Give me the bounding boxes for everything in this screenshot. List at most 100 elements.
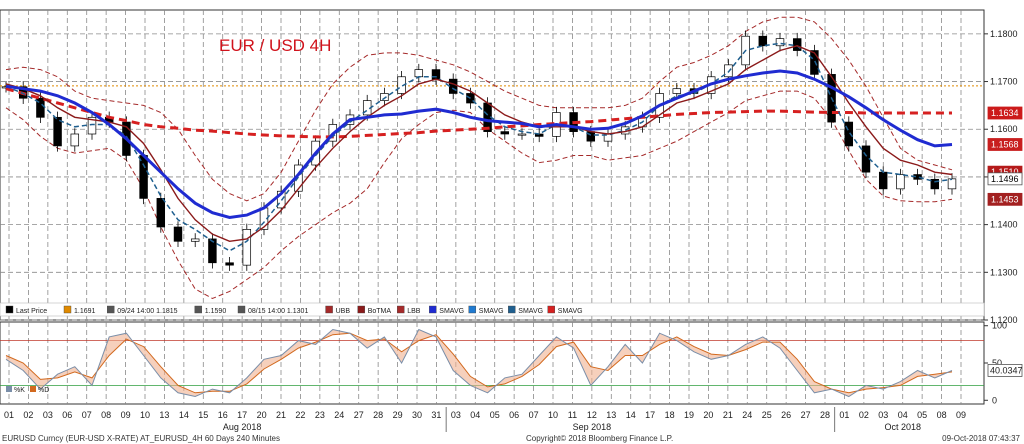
x-day-label: 13 — [606, 410, 616, 420]
price-tag — [987, 192, 1023, 206]
legend-swatch-k — [6, 386, 12, 392]
x-day-label: 14 — [626, 410, 636, 420]
x-day-label: 10 — [140, 410, 150, 420]
stochastic-fill — [6, 329, 952, 397]
legend-label: BoTMA — [368, 308, 392, 315]
legend-swatch — [194, 305, 203, 314]
candle-body — [500, 131, 510, 135]
x-day-label: 02 — [859, 410, 869, 420]
legend-label: 1.1691 — [74, 308, 96, 315]
candle-body — [947, 178, 957, 190]
x-day-label: 16 — [218, 410, 228, 420]
x-day-label: 17 — [237, 410, 247, 420]
x-day-label: 27 — [354, 410, 364, 420]
short-ma-line — [5, 42, 953, 252]
long-ma-line — [5, 69, 953, 220]
y-tick-label: 1.1600 — [990, 124, 1018, 134]
legend-swatch — [397, 305, 405, 314]
x-day-label: 23 — [315, 410, 325, 420]
legend-bar: Last Price 1.1691 09/24 14:00 1.1815 1.1590… — [0, 302, 985, 317]
legend-label: SMAVG — [439, 308, 464, 315]
footer-right: 09-Oct-2018 07:43:37 — [942, 434, 1020, 443]
legend-label: Last Price — [16, 308, 47, 315]
x-day-label: 21 — [276, 410, 286, 420]
legend-swatch — [5, 305, 14, 314]
x-day-label: 30 — [412, 410, 422, 420]
price-tag-label: 1.1510 — [991, 167, 1019, 177]
x-day-label: 18 — [665, 410, 675, 420]
x-day-label: 24 — [742, 410, 752, 420]
stoch-tick-label: 50 — [992, 358, 1002, 368]
x-day-label: 03 — [451, 410, 461, 420]
legend-label: SMAVG — [518, 308, 543, 315]
x-day-label: 04 — [470, 410, 480, 420]
legend-swatch-d — [30, 386, 36, 392]
legend-label-k: %K — [14, 387, 25, 394]
candle-body — [242, 229, 252, 266]
x-month-label: Sep 2018 — [573, 422, 612, 432]
stochastic-d-line — [5, 332, 953, 394]
x-day-label: 09 — [121, 410, 131, 420]
moving-averages — [5, 42, 953, 252]
price-tag — [987, 138, 1023, 151]
candle-body — [672, 88, 682, 94]
legend-label: SMAVG — [479, 308, 504, 315]
price-tag-label: 1.1496 — [991, 174, 1019, 184]
x-day-label: 01 — [839, 410, 849, 420]
price-tag-label: 1.1568 — [991, 139, 1019, 149]
x-day-label: 21 — [723, 410, 733, 420]
x-day-label: 09 — [956, 410, 966, 420]
footer-center: Copyright© 2018 Bloomberg Finance L.P. — [526, 434, 673, 443]
stoch-tick-label: 100 — [992, 321, 1007, 331]
x-day-label: 08 — [937, 410, 947, 420]
candle-body — [208, 238, 217, 264]
x-day-label: 19 — [684, 410, 694, 420]
x-day-label: 07 — [82, 410, 92, 420]
candle-body — [810, 50, 819, 75]
candle-body — [156, 198, 166, 228]
x-month-label: Aug 2018 — [223, 422, 262, 432]
x-day-label: 15 — [198, 410, 208, 420]
x-day-label: 24 — [334, 410, 344, 420]
x-day-label: 02 — [23, 410, 33, 420]
candle-body — [139, 155, 148, 199]
stoch-value-tag — [987, 364, 1023, 377]
legend-label: LBB — [407, 308, 421, 315]
stochastic-panel: %K %D — [0, 328, 984, 398]
x-day-label: 22 — [295, 410, 305, 420]
x-day-label: 03 — [43, 410, 53, 420]
x-day-label: 27 — [801, 410, 811, 420]
upper-band-line — [5, 16, 953, 202]
legend-swatch — [547, 305, 555, 314]
y-tick-label: 1.1700 — [990, 77, 1018, 87]
candle-body — [190, 238, 200, 242]
candle-body — [431, 69, 441, 80]
x-day-label: 04 — [898, 410, 908, 420]
x-day-label: 06 — [509, 410, 519, 420]
candle-body — [380, 93, 389, 101]
slow-ma-line — [5, 87, 952, 139]
x-day-label: 14 — [179, 410, 189, 420]
grid — [0, 9, 985, 405]
candle-body — [397, 76, 406, 94]
x-day-label: 12 — [587, 410, 597, 420]
legend-label: 09/24 14:00 1.1815 — [117, 308, 177, 315]
x-day-label: 25 — [762, 410, 772, 420]
y-tick-label: 1.1200 — [990, 315, 1018, 325]
candle-body — [87, 116, 97, 135]
x-day-label: 26 — [781, 410, 791, 420]
candle-body — [225, 262, 234, 266]
stoch-tick-label: 0 — [992, 395, 997, 405]
x-day-label: 01 — [4, 410, 14, 420]
stochastic-axis: 100 50 0 40.0347 — [984, 321, 1023, 405]
x-day-label: 03 — [878, 410, 888, 420]
legend-label: 08/15 14:00 1.1301 — [248, 308, 308, 315]
legend-swatch — [429, 305, 437, 314]
x-day-label: 28 — [373, 410, 383, 420]
candle-body — [53, 116, 62, 147]
x-day-label: 29 — [393, 410, 403, 420]
legend-swatch — [237, 305, 246, 314]
candle-body — [517, 133, 527, 136]
